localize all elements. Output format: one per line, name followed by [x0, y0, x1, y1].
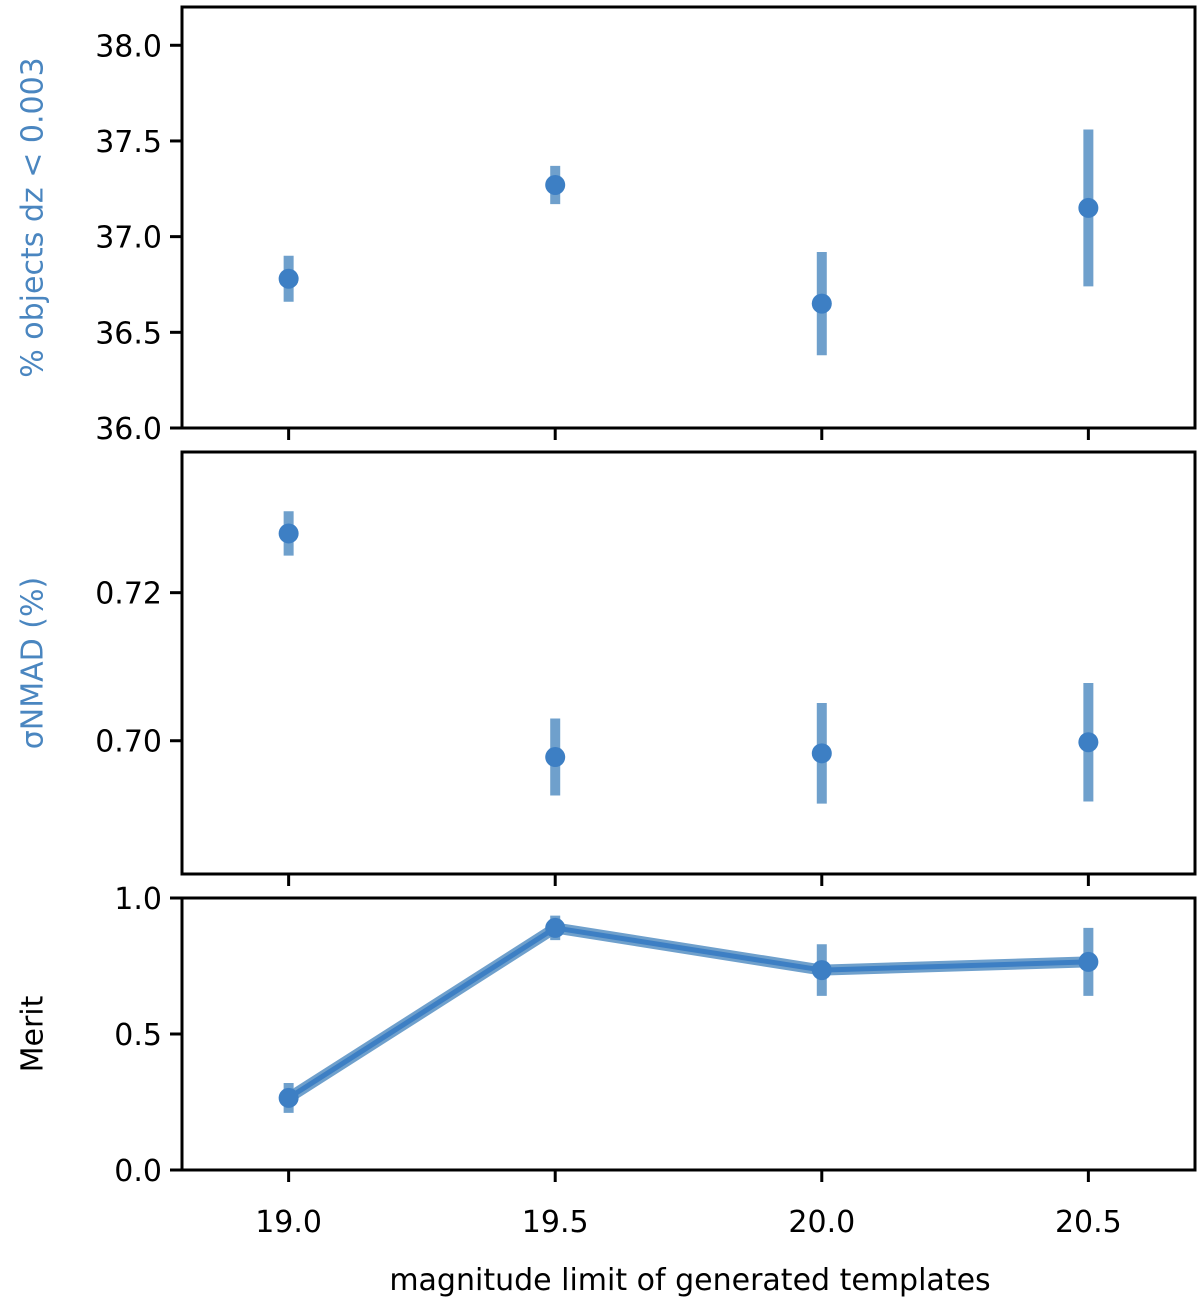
y-tick-label: 36.5	[95, 316, 162, 351]
data-point	[811, 743, 832, 764]
sigma-nmad-panel: 0.70 0.72 σNMAD (%)	[16, 450, 1197, 886]
y-axis-title: % objects dz < 0.003	[16, 57, 51, 378]
data-point	[278, 523, 299, 544]
data-point	[811, 293, 832, 314]
y-axis-title: σNMAD (%)	[16, 577, 51, 749]
data-point	[1078, 197, 1099, 218]
series-line-halo	[285, 922, 1089, 1103]
data-point	[811, 960, 832, 981]
data-point	[1078, 732, 1099, 753]
merit-panel: 0.0 0.5 1.0 19.0 19.5 20.0 20.5 Merit	[16, 882, 1197, 1240]
y-tick-label: 1.0	[114, 882, 162, 917]
y-tick-label: 37.0	[95, 221, 162, 256]
plot-frame	[180, 450, 1197, 876]
series-line	[287, 925, 1089, 1101]
percent-panel: 36.0 36.5 37.0 37.5 38.0 % objects dz < 0.003	[16, 5, 1197, 447]
y-tick-label: 0.70	[95, 725, 162, 760]
x-tick-label: 19.5	[522, 1205, 589, 1240]
data-point	[545, 747, 566, 768]
y-tick-label: 0.0	[114, 1154, 162, 1189]
plot-frame	[180, 896, 1197, 1172]
data-point	[278, 1087, 299, 1108]
y-tick-label: 37.5	[95, 125, 162, 160]
y-tick-label: 36.0	[95, 412, 162, 447]
x-tick-label: 19.0	[255, 1205, 322, 1240]
x-axis-title: magnitude limit of generated templates	[389, 1263, 990, 1298]
data-point	[545, 174, 566, 195]
data-point	[278, 268, 299, 289]
y-axis-title: Merit	[16, 995, 51, 1072]
data-point	[545, 917, 566, 938]
data-point	[1078, 951, 1099, 972]
y-tick-label: 0.5	[114, 1018, 162, 1053]
plot-frame	[180, 5, 1197, 430]
x-tick-label: 20.0	[788, 1205, 855, 1240]
y-tick-label: 38.0	[95, 29, 162, 64]
x-tick-label: 20.5	[1055, 1205, 1122, 1240]
y-tick-label: 0.72	[95, 577, 162, 612]
